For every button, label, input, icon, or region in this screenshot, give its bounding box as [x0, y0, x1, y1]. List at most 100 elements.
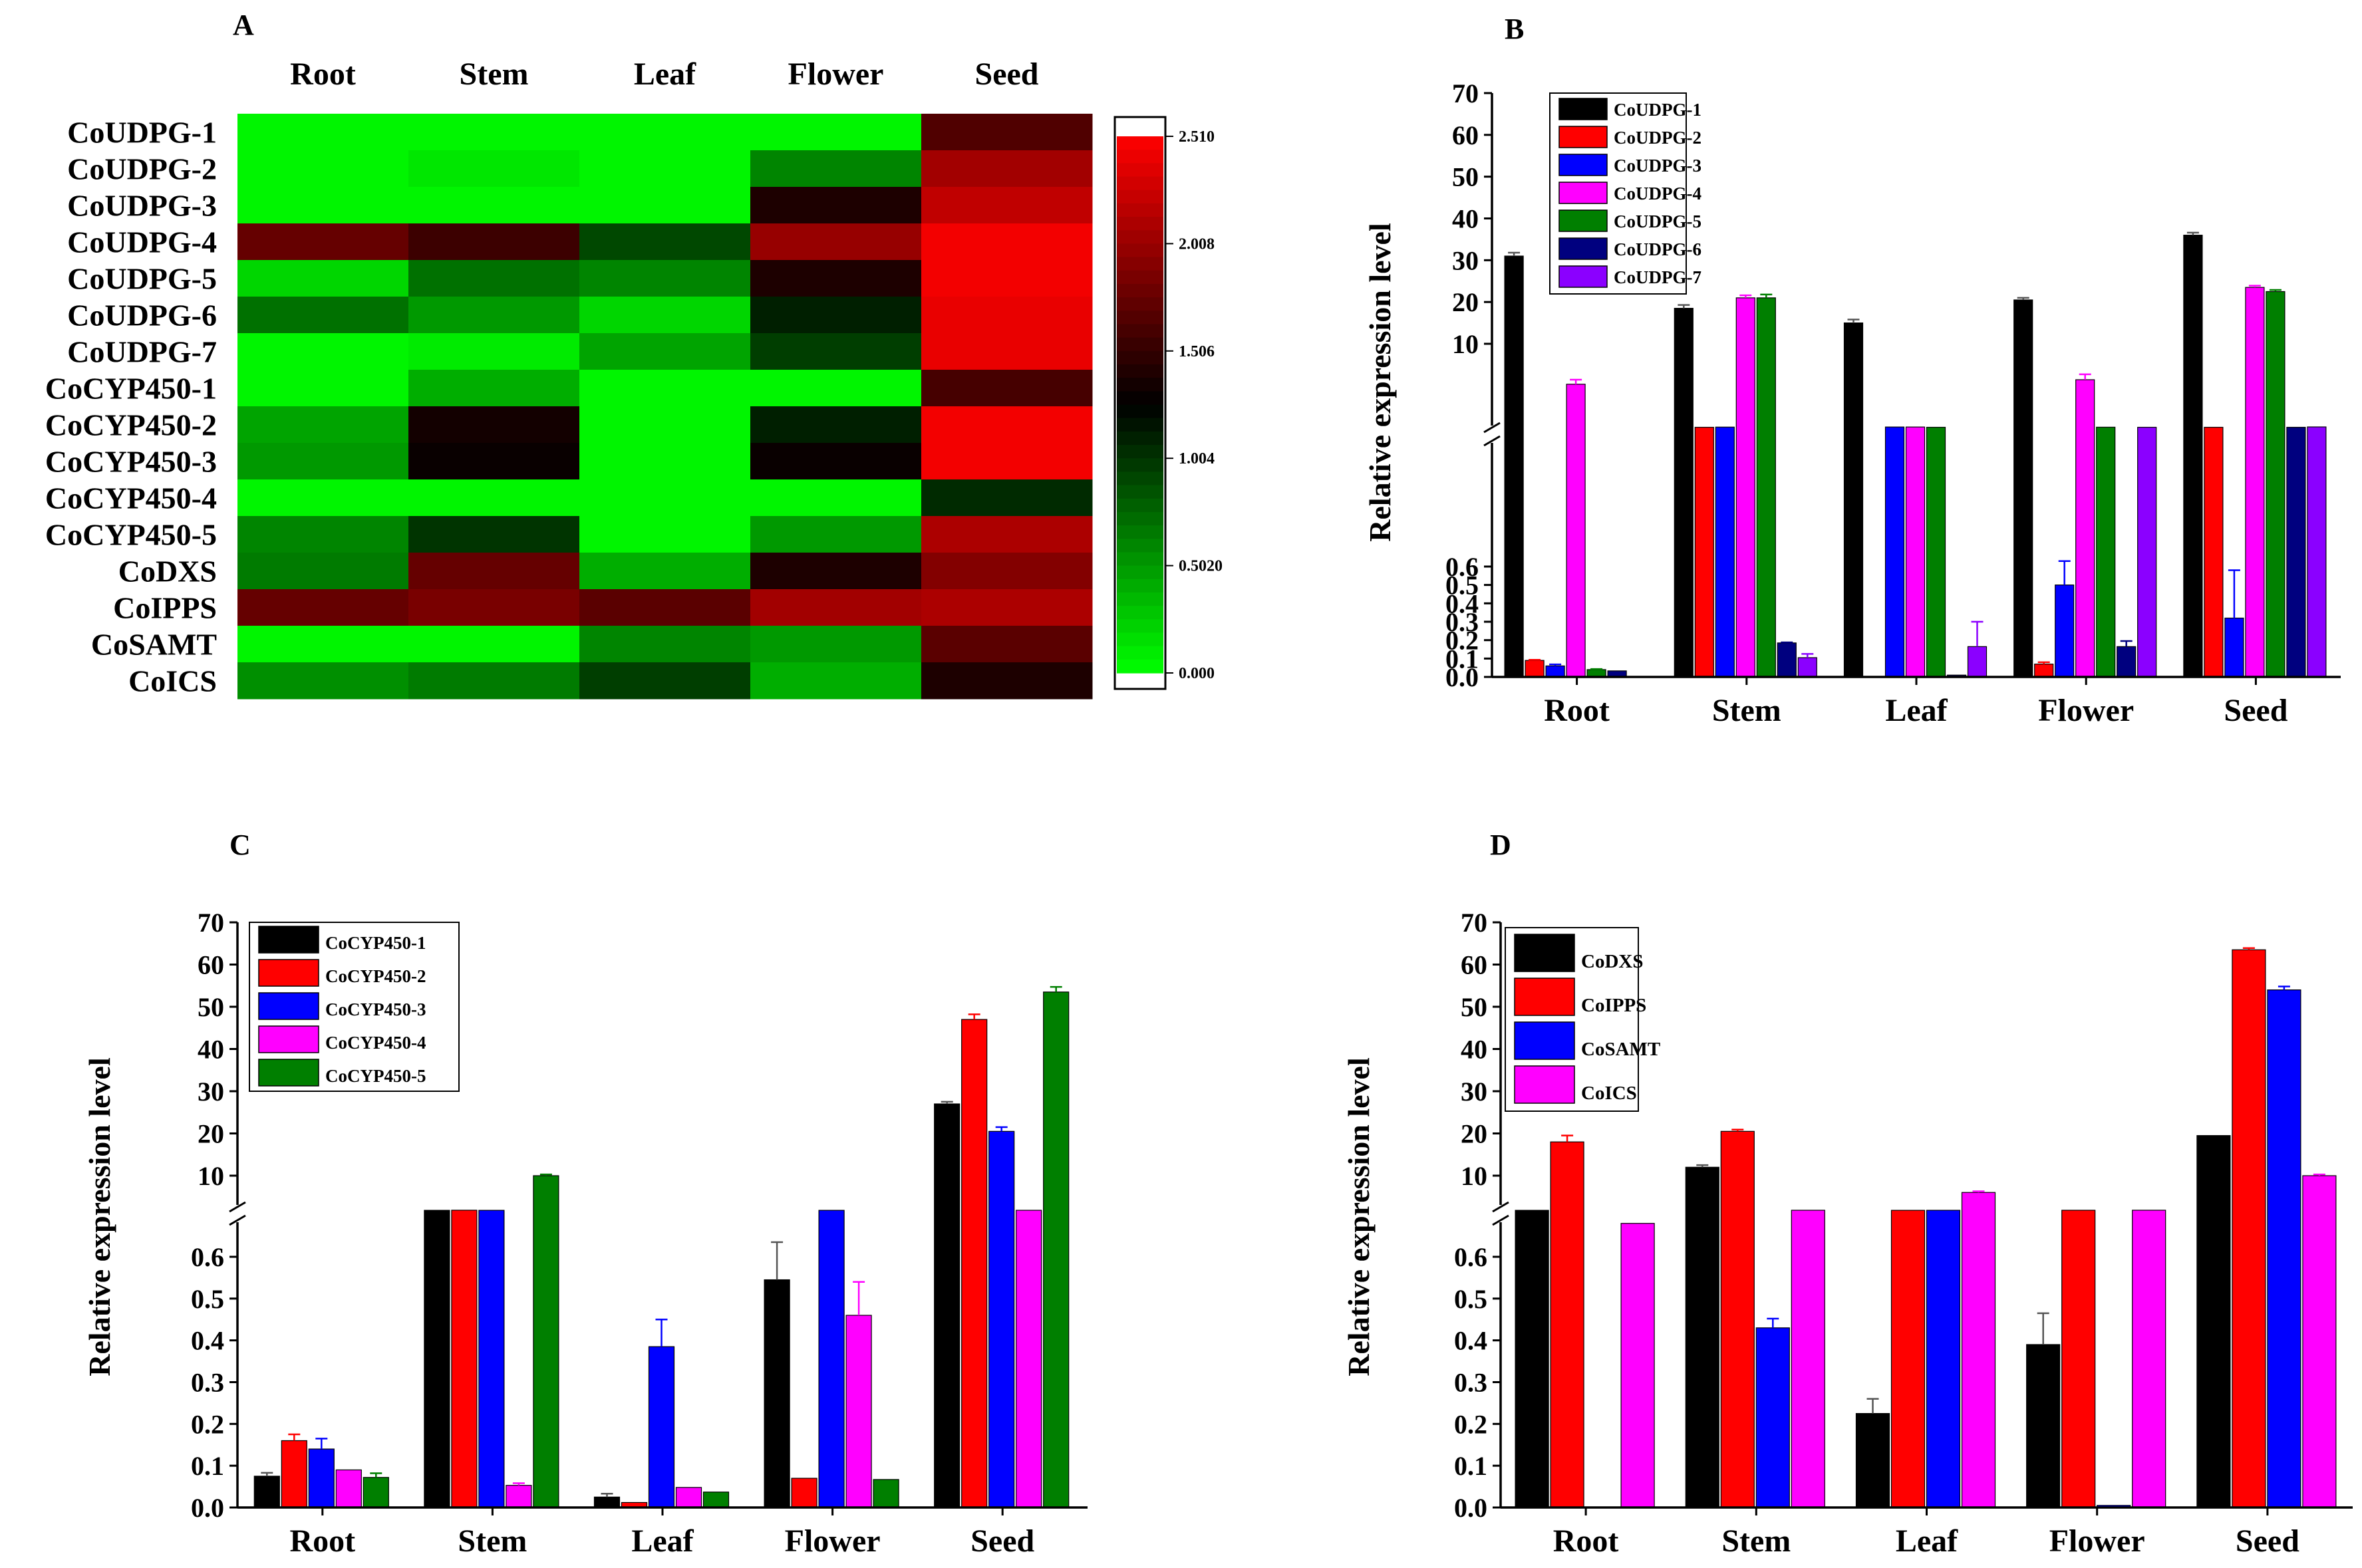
- heatmap-cell-cocyp450-1-leaf: [579, 370, 751, 407]
- y-tick-label: 0.6: [1454, 1242, 1487, 1272]
- heatmap-row-label: CoICS: [128, 664, 217, 698]
- heatmap-cell-codxs-leaf: [579, 553, 751, 590]
- heatmap-column-label: Seed: [975, 57, 1039, 92]
- panel-letter-a: A: [233, 9, 254, 41]
- bar-cocyp450-4-flower: [845, 1315, 872, 1508]
- bar-codxs-seed: [2196, 1135, 2231, 1508]
- y-tick-label: 50: [1452, 162, 1479, 192]
- bar-coudpg-5-stem: [1756, 297, 1776, 678]
- heatmap-cell-codxs-stem: [408, 553, 580, 590]
- bar-coics-leaf: [1961, 1192, 1996, 1508]
- heatmap-cell-coudpg-7-seed: [921, 333, 1093, 370]
- y-axis-title: Relative expression level: [1342, 1057, 1376, 1376]
- x-tick-label: Flower: [2049, 1523, 2145, 1559]
- heatmap-row-label: CoUDPG-7: [67, 335, 217, 369]
- heatmap-row-label: CoCYP450-1: [45, 372, 217, 406]
- legend-label: CoIPPS: [1581, 995, 1646, 1016]
- y-tick-label: 0.0: [1454, 1493, 1487, 1523]
- heatmap-cell-coudpg-2-seed: [921, 150, 1093, 188]
- y-tick-label: 0.6: [1445, 552, 1479, 582]
- bar-codxs-stem: [1685, 1166, 1719, 1508]
- heatmap-cell-cocyp450-4-seed: [921, 479, 1093, 517]
- colorbar-step: [1117, 606, 1163, 620]
- heatmap-cell-coudpg-6-seed: [921, 297, 1093, 334]
- colorbar-step: [1117, 270, 1163, 285]
- heatmap-cell-cocyp450-1-root: [237, 370, 409, 407]
- heatmap-column-label: Stem: [460, 57, 529, 92]
- y-tick-label: 60: [198, 950, 224, 980]
- y-tick-label: 0.5: [1454, 1284, 1487, 1314]
- bar-coudpg-2-seed: [2204, 426, 2224, 678]
- heatmap-row-label: CoCYP450-4: [45, 481, 217, 515]
- bar-coudpg-5-flower: [2096, 426, 2116, 678]
- bar-chart-panel-b: 0.00.10.20.30.40.50.6 10 20 30 40 50 60 70 Root S…: [1363, 78, 2341, 728]
- bar-cocyp450-2-root: [281, 1440, 307, 1508]
- bar-codxs-root: [1515, 1210, 1549, 1508]
- heatmap-cell-cocyp450-3-flower: [750, 443, 922, 480]
- bar-cocyp450-1-stem: [424, 1210, 450, 1508]
- legend-swatch-cocyp450-1: [258, 926, 319, 954]
- colorbar-step: [1117, 163, 1163, 178]
- bar-cosamt-leaf: [1926, 1210, 1961, 1508]
- heatmap-cell-codxs-flower: [750, 553, 922, 590]
- y-tick-label: 40: [198, 1035, 224, 1065]
- legend-label: CoCYP450-5: [325, 1066, 426, 1086]
- heatmap-cell-coudpg-2-flower: [750, 150, 922, 188]
- legend-swatch-cocyp450-4: [258, 1025, 319, 1053]
- heatmap-cell-coics-flower: [750, 662, 922, 700]
- colorbar-tick-label: 2.510: [1179, 128, 1215, 146]
- legend-label: CoUDPG-6: [1614, 239, 1701, 259]
- heatmap-column-label: Flower: [788, 57, 884, 92]
- axis-break-mark: [1492, 1214, 1509, 1226]
- colorbar-step: [1117, 659, 1163, 674]
- colorbar-tick-label: 0.000: [1179, 665, 1215, 682]
- bar-cocyp450-1-seed: [934, 1103, 960, 1508]
- legend-swatch-cocyp450-2: [258, 959, 319, 987]
- colorbar-step: [1117, 324, 1163, 338]
- panel-letter-d: D: [1490, 829, 1511, 861]
- heatmap-cell-coudpg-4-flower: [750, 223, 922, 261]
- bar-coics-stem: [1791, 1210, 1825, 1508]
- heatmap-cell-cosamt-root: [237, 626, 409, 663]
- bar-coudpg-4-root: [1566, 384, 1586, 678]
- colorbar-step: [1117, 404, 1163, 419]
- colorbar-step: [1117, 619, 1163, 634]
- legend-label: CoUDPG-4: [1614, 184, 1701, 203]
- y-tick-label: 10: [1461, 1161, 1487, 1191]
- legend-label: CoUDPG-5: [1614, 211, 1701, 231]
- legend-label: CoCYP450-4: [325, 1033, 426, 1053]
- bar-cocyp450-2-flower: [791, 1478, 817, 1508]
- heatmap-cell-cocyp450-1-seed: [921, 370, 1093, 407]
- axis-break-mark: [1492, 1201, 1509, 1213]
- y-tick-label: 40: [1461, 1035, 1487, 1065]
- heatmap-cell-cocyp450-5-leaf: [579, 516, 751, 553]
- y-tick-label: 20: [1461, 1119, 1487, 1149]
- bar-coudpg-3-leaf: [1884, 426, 1905, 678]
- heatmap-cell-codxs-root: [237, 553, 409, 590]
- heatmap-cell-coics-stem: [408, 662, 580, 700]
- bar-coudpg-6-stem: [1777, 642, 1797, 678]
- legend-label: CoUDPG-2: [1614, 128, 1701, 148]
- x-tick-label: Flower: [2038, 693, 2134, 728]
- legend-swatch-cosamt: [1514, 1021, 1575, 1060]
- bar-coudpg-7-seed: [2307, 426, 2327, 678]
- bar-coipps-stem: [1720, 1130, 1755, 1508]
- bar-cocyp450-1-root: [253, 1476, 280, 1508]
- colorbar-step: [1117, 203, 1163, 217]
- bar-coudpg-6-seed: [2286, 426, 2306, 678]
- heatmap-cell-cocyp450-5-stem: [408, 516, 580, 553]
- heatmap-cell-cocyp450-2-stem: [408, 406, 580, 444]
- colorbar-step: [1117, 378, 1163, 392]
- heatmap-cell-coudpg-7-flower: [750, 333, 922, 370]
- bar-cocyp450-3-stem: [478, 1210, 505, 1508]
- colorbar-step: [1117, 337, 1163, 352]
- x-tick-label: Leaf: [1885, 693, 1948, 728]
- bar-coudpg-5-seed: [2266, 291, 2286, 678]
- heatmap-cell-cocyp450-5-seed: [921, 516, 1093, 553]
- colorbar-step: [1117, 498, 1163, 513]
- legend-label: CoCYP450-2: [325, 966, 426, 986]
- colorbar-step: [1117, 525, 1163, 539]
- heatmap-cell-coudpg-6-root: [237, 297, 409, 334]
- colorbar-step: [1117, 257, 1163, 271]
- y-tick-label: 20: [198, 1119, 224, 1149]
